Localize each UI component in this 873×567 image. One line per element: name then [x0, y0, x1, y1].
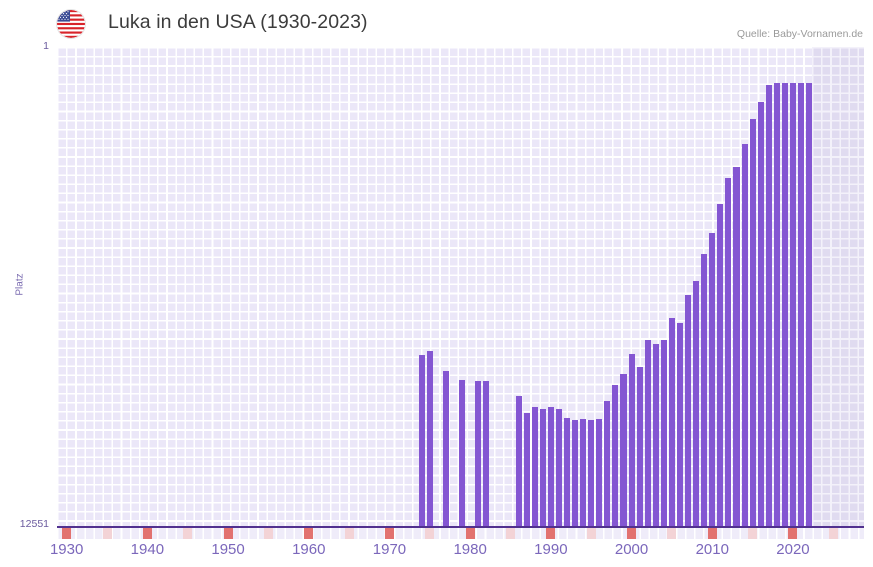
- x-tick-major: [142, 528, 152, 539]
- bar[interactable]: [797, 83, 805, 527]
- x-tick-major: [707, 528, 717, 539]
- bar[interactable]: [709, 233, 716, 527]
- x-axis-tick-band: [57, 528, 864, 539]
- bar[interactable]: [685, 295, 692, 527]
- bar-series: [57, 47, 864, 527]
- bar[interactable]: [523, 413, 530, 527]
- bar[interactable]: [773, 83, 780, 527]
- us-flag-icon: [57, 10, 85, 38]
- x-tick-major: [384, 528, 394, 539]
- bar[interactable]: [563, 417, 571, 527]
- x-tick-minor: [263, 528, 273, 539]
- bar[interactable]: [660, 340, 667, 527]
- bar[interactable]: [547, 406, 554, 527]
- x-axis-tick-label: 2020: [776, 541, 810, 558]
- x-tick-major: [627, 528, 637, 539]
- x-axis-tick-label: 2000: [614, 541, 649, 558]
- x-axis-tick-label: 1960: [292, 541, 326, 558]
- x-tick-major: [304, 528, 314, 539]
- page-title: Luka in den USA (1930-2023): [108, 11, 368, 33]
- chart-header: Luka in den USA (1930-2023) Quelle: Baby…: [0, 0, 873, 47]
- bar[interactable]: [757, 102, 764, 527]
- x-axis-line: [57, 526, 864, 528]
- x-axis-tick-label: 1940: [130, 541, 165, 558]
- bar[interactable]: [475, 380, 482, 527]
- bar[interactable]: [588, 420, 595, 527]
- bar[interactable]: [701, 254, 708, 527]
- x-tick-minor: [586, 528, 596, 539]
- x-tick-minor: [183, 528, 193, 539]
- bar[interactable]: [539, 409, 546, 527]
- y-axis-title: Platz: [14, 273, 26, 296]
- bar[interactable]: [515, 396, 522, 527]
- bar[interactable]: [483, 380, 490, 527]
- x-axis-tick-label: 1970: [372, 541, 407, 558]
- bar[interactable]: [693, 281, 700, 527]
- x-tick-major: [788, 528, 798, 539]
- bar[interactable]: [442, 370, 449, 527]
- bar[interactable]: [668, 318, 675, 527]
- x-tick-minor: [344, 528, 354, 539]
- bar[interactable]: [717, 204, 724, 527]
- bar[interactable]: [531, 407, 538, 527]
- bar[interactable]: [580, 419, 587, 527]
- x-axis-tick-label: 2010: [695, 541, 729, 558]
- bar[interactable]: [733, 167, 740, 527]
- bar[interactable]: [741, 144, 748, 527]
- x-axis-tick-label: 1980: [453, 541, 487, 558]
- bar[interactable]: [426, 351, 433, 527]
- bar[interactable]: [572, 420, 579, 527]
- bar[interactable]: [644, 340, 651, 527]
- x-tick-major: [62, 528, 72, 539]
- bar[interactable]: [789, 83, 796, 527]
- bar[interactable]: [806, 83, 813, 527]
- bar[interactable]: [555, 409, 562, 527]
- x-tick-minor: [667, 528, 677, 539]
- bar[interactable]: [652, 344, 659, 527]
- plot-area: [57, 47, 864, 527]
- x-tick-minor: [506, 528, 516, 539]
- bar[interactable]: [636, 367, 643, 527]
- x-axis-tick-label: 1930: [49, 541, 84, 558]
- bar[interactable]: [628, 354, 635, 527]
- x-tick-minor: [102, 528, 112, 539]
- y-axis-top-label: 1: [43, 40, 49, 52]
- bar[interactable]: [418, 355, 425, 527]
- bar[interactable]: [765, 84, 772, 527]
- bar[interactable]: [596, 419, 603, 527]
- source-attribution: Quelle: Baby-Vornamen.de: [736, 28, 863, 40]
- bar[interactable]: [749, 119, 756, 527]
- x-axis-tick-label: 1990: [534, 541, 568, 558]
- x-tick-minor: [828, 528, 838, 539]
- x-axis-tick-label: 1950: [211, 541, 245, 558]
- bar[interactable]: [604, 401, 611, 527]
- y-axis-bottom-label: 12551: [19, 518, 49, 530]
- bar[interactable]: [676, 323, 684, 527]
- bar[interactable]: [612, 385, 619, 527]
- bar[interactable]: [620, 374, 627, 527]
- x-tick-minor: [748, 528, 758, 539]
- bar[interactable]: [781, 83, 788, 527]
- x-tick-major: [546, 528, 556, 539]
- bar[interactable]: [725, 177, 732, 527]
- x-axis-labels: 1930 1940 1950 1960 1970 1980 1990 2000 2010 2020: [0, 541, 873, 567]
- bar[interactable]: [459, 379, 466, 527]
- future-shaded-region: [812, 47, 864, 527]
- x-tick-major: [465, 528, 475, 539]
- x-tick-major: [223, 528, 233, 539]
- x-tick-minor: [425, 528, 435, 539]
